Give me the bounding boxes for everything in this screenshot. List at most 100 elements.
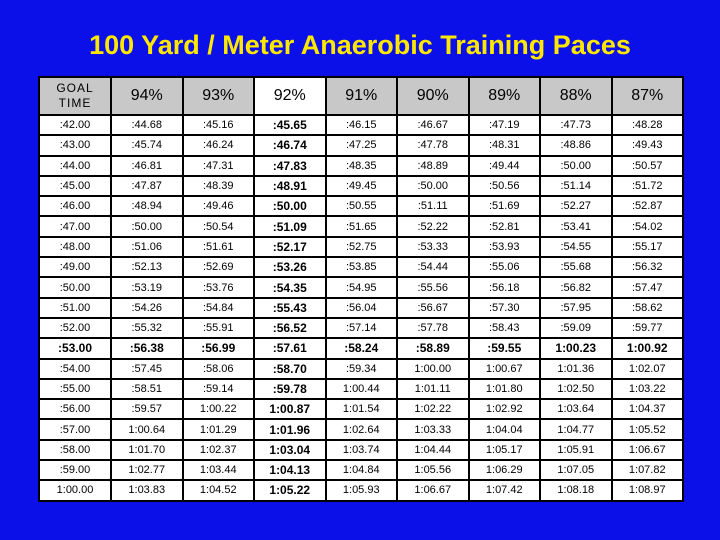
pace-cell: :52.22	[398, 217, 468, 236]
pace-cell: 1:05.52	[612, 420, 682, 439]
goal-header-line1: GOAL	[56, 81, 94, 95]
table-row: :58.00 1:01.70 1:02.37 1:03.04 1:03.74 1:04.4…	[40, 440, 682, 460]
pace-cell: 1:07.42	[469, 481, 539, 500]
pace-cell: :51.14	[541, 176, 611, 196]
header-row: GOAL TIME 94% 93% 92% 91% 90% 89% 88% 87%	[40, 78, 682, 114]
pace-cell: :56.99	[183, 339, 253, 358]
goal-time-cell: :51.00	[40, 298, 110, 317]
pace-cell: :48.94	[112, 197, 182, 216]
pace-cell: :56.52	[255, 318, 325, 338]
pace-cell: :50.00	[541, 156, 611, 175]
pace-cell: 1:03.44	[183, 461, 253, 480]
pace-cell: 1:04.04	[469, 420, 539, 439]
pace-cell: :51.09	[255, 217, 325, 236]
pace-cell: :46.24	[183, 136, 253, 155]
pace-cell: :56.82	[541, 278, 611, 297]
pace-cell: 1:01.54	[326, 400, 396, 419]
goal-time-cell: :59.00	[40, 461, 110, 480]
pace-cell: 1:02.77	[112, 461, 182, 480]
pace-cell: :45.16	[183, 116, 253, 135]
pace-cell: :58.51	[112, 379, 182, 399]
pace-cell: :50.55	[326, 197, 396, 216]
table-body: :42.00:44.68:45.16:45.65:46.15:46.67:47.…	[40, 116, 682, 500]
pace-cell: 1:01.29	[183, 420, 253, 439]
pace-cell: :57.14	[326, 318, 396, 338]
pace-cell: 1:06.67	[398, 481, 468, 500]
pace-cell: :46.81	[112, 156, 182, 175]
pace-cell: 1:02.07	[612, 359, 682, 378]
goal-time-cell: :45.00	[40, 176, 110, 196]
pace-cell: :54.44	[398, 258, 468, 277]
pace-cell: :58.62	[612, 298, 682, 317]
pace-cell: :56.38	[112, 339, 182, 358]
table-row: :44.00:46.81:47.31:47.83:48.35:48.89:49.…	[40, 156, 682, 175]
pace-cell: :55.91	[183, 318, 253, 338]
pace-cell: :52.17	[255, 237, 325, 257]
pace-cell: 1:04.84	[326, 461, 396, 480]
table-row: 1:00.00 1:03.83 1:04.52 1:05.22 1:05.93 1:06.…	[40, 481, 682, 500]
pace-cell: :53.93	[469, 237, 539, 257]
pace-cell: 1:00.22	[183, 400, 253, 419]
pace-cell: 1:00.67	[469, 359, 539, 378]
pace-cell: :48.39	[183, 176, 253, 196]
pace-cell: :54.02	[612, 217, 682, 236]
pace-cell: :57.47	[612, 278, 682, 297]
pace-cell: :49.45	[326, 176, 396, 196]
pace-cell: :51.65	[326, 217, 396, 236]
pace-cell: 1:00.23	[541, 339, 611, 358]
goal-time-cell: :58.00	[40, 440, 110, 460]
pace-cell: :47.78	[398, 136, 468, 155]
pace-cell: 1:01.36	[541, 359, 611, 378]
goal-time-cell: :49.00	[40, 258, 110, 277]
table-row: :59.00 1:02.77 1:03.44 1:04.13 1:04.84 1:05.5…	[40, 461, 682, 480]
pace-cell: :52.75	[326, 237, 396, 257]
table-row: :56.00:59.57 1:00.22 1:00.87 1:01.54 1:02.22…	[40, 400, 682, 419]
pace-cell: :52.13	[112, 258, 182, 277]
table-row: :55.00:58.51:59.14:59.78 1:00.44 1:01.11 1:…	[40, 379, 682, 399]
pace-cell: :51.72	[612, 176, 682, 196]
goal-time-cell: :55.00	[40, 379, 110, 399]
pace-cell: :44.68	[112, 116, 182, 135]
pace-cell: 1:08.97	[612, 481, 682, 500]
percent-header: 90%	[398, 78, 468, 114]
pace-cell: :50.57	[612, 156, 682, 175]
pace-cell: :55.68	[541, 258, 611, 277]
goal-time-cell: :54.00	[40, 359, 110, 378]
pace-cell: :47.83	[255, 156, 325, 175]
table-row: :51.00:54.26:54.84:55.43:56.04:56.67:57.…	[40, 298, 682, 317]
pace-cell: :48.31	[469, 136, 539, 155]
pace-cell: :54.95	[326, 278, 396, 297]
pace-cell: :51.11	[398, 197, 468, 216]
pace-cell: :47.73	[541, 116, 611, 135]
goal-time-cell: :46.00	[40, 197, 110, 216]
percent-header: 87%	[612, 78, 682, 114]
pace-cell: 1:04.52	[183, 481, 253, 500]
pace-cell: :51.06	[112, 237, 182, 257]
pace-cell: 1:05.91	[541, 440, 611, 460]
pace-cell: 1:04.13	[255, 461, 325, 480]
pace-cell: 1:03.22	[612, 379, 682, 399]
pace-cell: :50.56	[469, 176, 539, 196]
pace-cell: 1:00.44	[326, 379, 396, 399]
pace-cell: :57.78	[398, 318, 468, 338]
pace-cell: 1:00.92	[612, 339, 682, 358]
percent-header: 89%	[469, 78, 539, 114]
pace-cell: :55.56	[398, 278, 468, 297]
pace-cell: 1:02.64	[326, 420, 396, 439]
pace-cell: :48.89	[398, 156, 468, 175]
goal-time-cell: :53.00	[40, 339, 110, 358]
pace-cell: :53.26	[255, 258, 325, 277]
pace-cell: 1:08.18	[541, 481, 611, 500]
pace-cell: :58.43	[469, 318, 539, 338]
goal-time-cell: 1:00.00	[40, 481, 110, 500]
pace-cell: :52.87	[612, 197, 682, 216]
pace-cell: :45.65	[255, 116, 325, 135]
pace-cell: 1:07.82	[612, 461, 682, 480]
pace-cell: :59.77	[612, 318, 682, 338]
pace-cell: :56.04	[326, 298, 396, 317]
pace-cell: :50.54	[183, 217, 253, 236]
pace-cell: :46.15	[326, 116, 396, 135]
goal-time-cell: :42.00	[40, 116, 110, 135]
pace-cell: :54.55	[541, 237, 611, 257]
pace-table-container: GOAL TIME 94% 93% 92% 91% 90% 89% 88% 87% :42.00…	[38, 76, 684, 502]
